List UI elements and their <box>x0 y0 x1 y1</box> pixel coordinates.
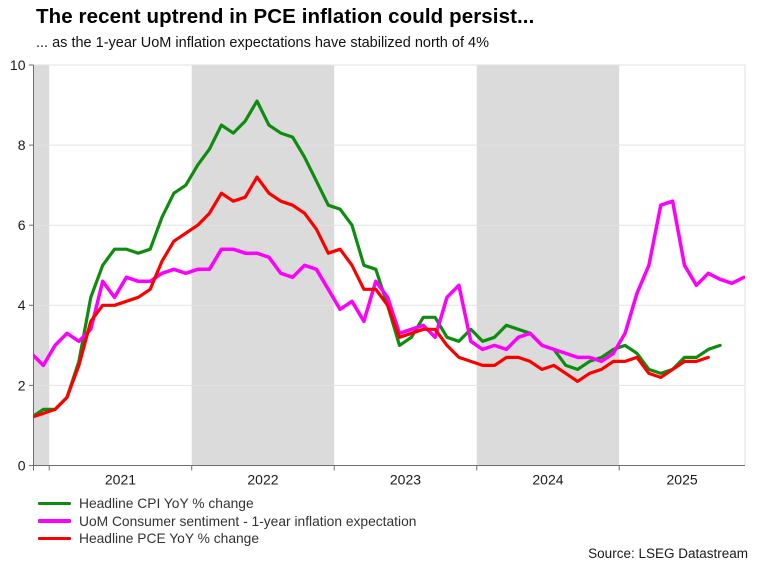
chart-title: The recent uptrend in PCE inflation coul… <box>36 5 535 28</box>
x-year-label: 2025 <box>667 472 698 488</box>
y-tick-label: 0 <box>18 457 26 473</box>
y-tick-label: 2 <box>18 377 26 393</box>
uom-line-swatch <box>38 519 71 523</box>
uom-expectation-line <box>33 199 745 368</box>
source-credit: Source: LSEG Datastream <box>588 546 748 561</box>
x-year-label: 2023 <box>390 472 421 488</box>
legend-item-pce: Headline PCE YoY % change <box>38 530 416 547</box>
x-year-label: 2022 <box>247 472 278 488</box>
legend-item-cpi: Headline CPI YoY % change <box>38 495 416 512</box>
chart-legend: Headline CPI YoY % change UoM Consumer s… <box>38 495 416 547</box>
pce-line-swatch <box>38 536 71 541</box>
cpi-line <box>33 99 722 418</box>
cpi-line-swatch <box>38 502 71 506</box>
x-year-label: 2024 <box>532 472 563 488</box>
legend-label-uom: UoM Consumer sentiment - 1-year inflatio… <box>79 513 417 529</box>
legend-label-cpi: Headline CPI YoY % change <box>79 496 254 512</box>
year-shading-band <box>33 65 50 466</box>
year-shading-band <box>476 65 620 466</box>
legend-label-pce: Headline PCE YoY % change <box>79 530 260 546</box>
y-tick-label: 4 <box>18 297 26 313</box>
pce-line <box>33 175 710 419</box>
chart-subtitle: ... as the 1-year UoM inflation expectat… <box>36 35 489 51</box>
x-year-label: 2021 <box>105 472 136 488</box>
y-tick-label: 10 <box>10 57 26 73</box>
legend-item-uom: UoM Consumer sentiment - 1-year inflatio… <box>38 512 416 529</box>
y-tick-label: 8 <box>18 137 26 153</box>
year-shading-band <box>191 65 335 466</box>
y-tick-label: 6 <box>18 217 26 233</box>
